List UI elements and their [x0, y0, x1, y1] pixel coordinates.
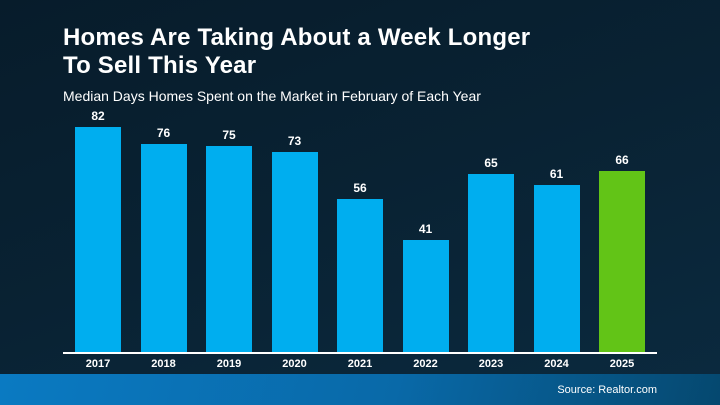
bar-highlighted	[599, 171, 645, 352]
bar-value-label: 61	[549, 167, 564, 181]
x-tick-label: 2023	[478, 358, 504, 370]
source-text: Source: Realtor.com	[557, 383, 657, 396]
x-tick-label: 2019	[216, 358, 242, 370]
bar	[271, 152, 318, 352]
bar-value-label: 65	[484, 156, 498, 170]
plot-area: 82 76 75 73 56 41 65 61 66	[63, 109, 657, 352]
bar-value-label: 76	[156, 126, 171, 140]
x-tick-label: 2020	[282, 358, 307, 370]
bar	[533, 185, 580, 352]
bar-group: 73	[271, 134, 318, 352]
x-axis-labels: 2017 2018 2019 2020 2021 2022 2023 2024 2025	[63, 358, 657, 370]
bar	[468, 174, 514, 352]
bar	[337, 199, 383, 352]
bar-value-label: 73	[287, 134, 302, 148]
chart-title: Homes Are Taking About a Week Longer To …	[63, 24, 531, 79]
x-tick-label: 2018	[151, 358, 176, 370]
x-tick-label: 2025	[609, 358, 635, 370]
bar-group: 61	[533, 167, 580, 352]
bar	[140, 144, 187, 352]
chart-subtitle: Median Days Homes Spent on the Market in…	[63, 88, 481, 104]
bar-group: 56	[337, 181, 383, 352]
x-tick-label: 2017	[85, 358, 111, 370]
bar-group: 82	[75, 109, 121, 352]
bar-value-label: 56	[353, 181, 367, 195]
bar-group: 75	[206, 128, 252, 352]
x-tick-label: 2022	[413, 358, 438, 370]
footer-bar: Source: Realtor.com	[0, 374, 720, 405]
x-tick-label: 2024	[544, 358, 569, 370]
bar	[75, 127, 121, 352]
bar-value-label: 82	[91, 109, 105, 123]
bar-value-label: 66	[615, 153, 629, 167]
bar-group: 65	[468, 156, 514, 352]
bar	[402, 240, 449, 352]
x-tick-label: 2021	[347, 358, 373, 370]
bar-group: 66	[599, 153, 645, 352]
bar-value-label: 75	[222, 128, 236, 142]
bar-value-label: 41	[418, 222, 433, 236]
bar	[206, 146, 252, 352]
bar-group: 76	[140, 126, 187, 352]
bar-group: 41	[402, 222, 449, 352]
x-axis-line	[63, 352, 657, 354]
